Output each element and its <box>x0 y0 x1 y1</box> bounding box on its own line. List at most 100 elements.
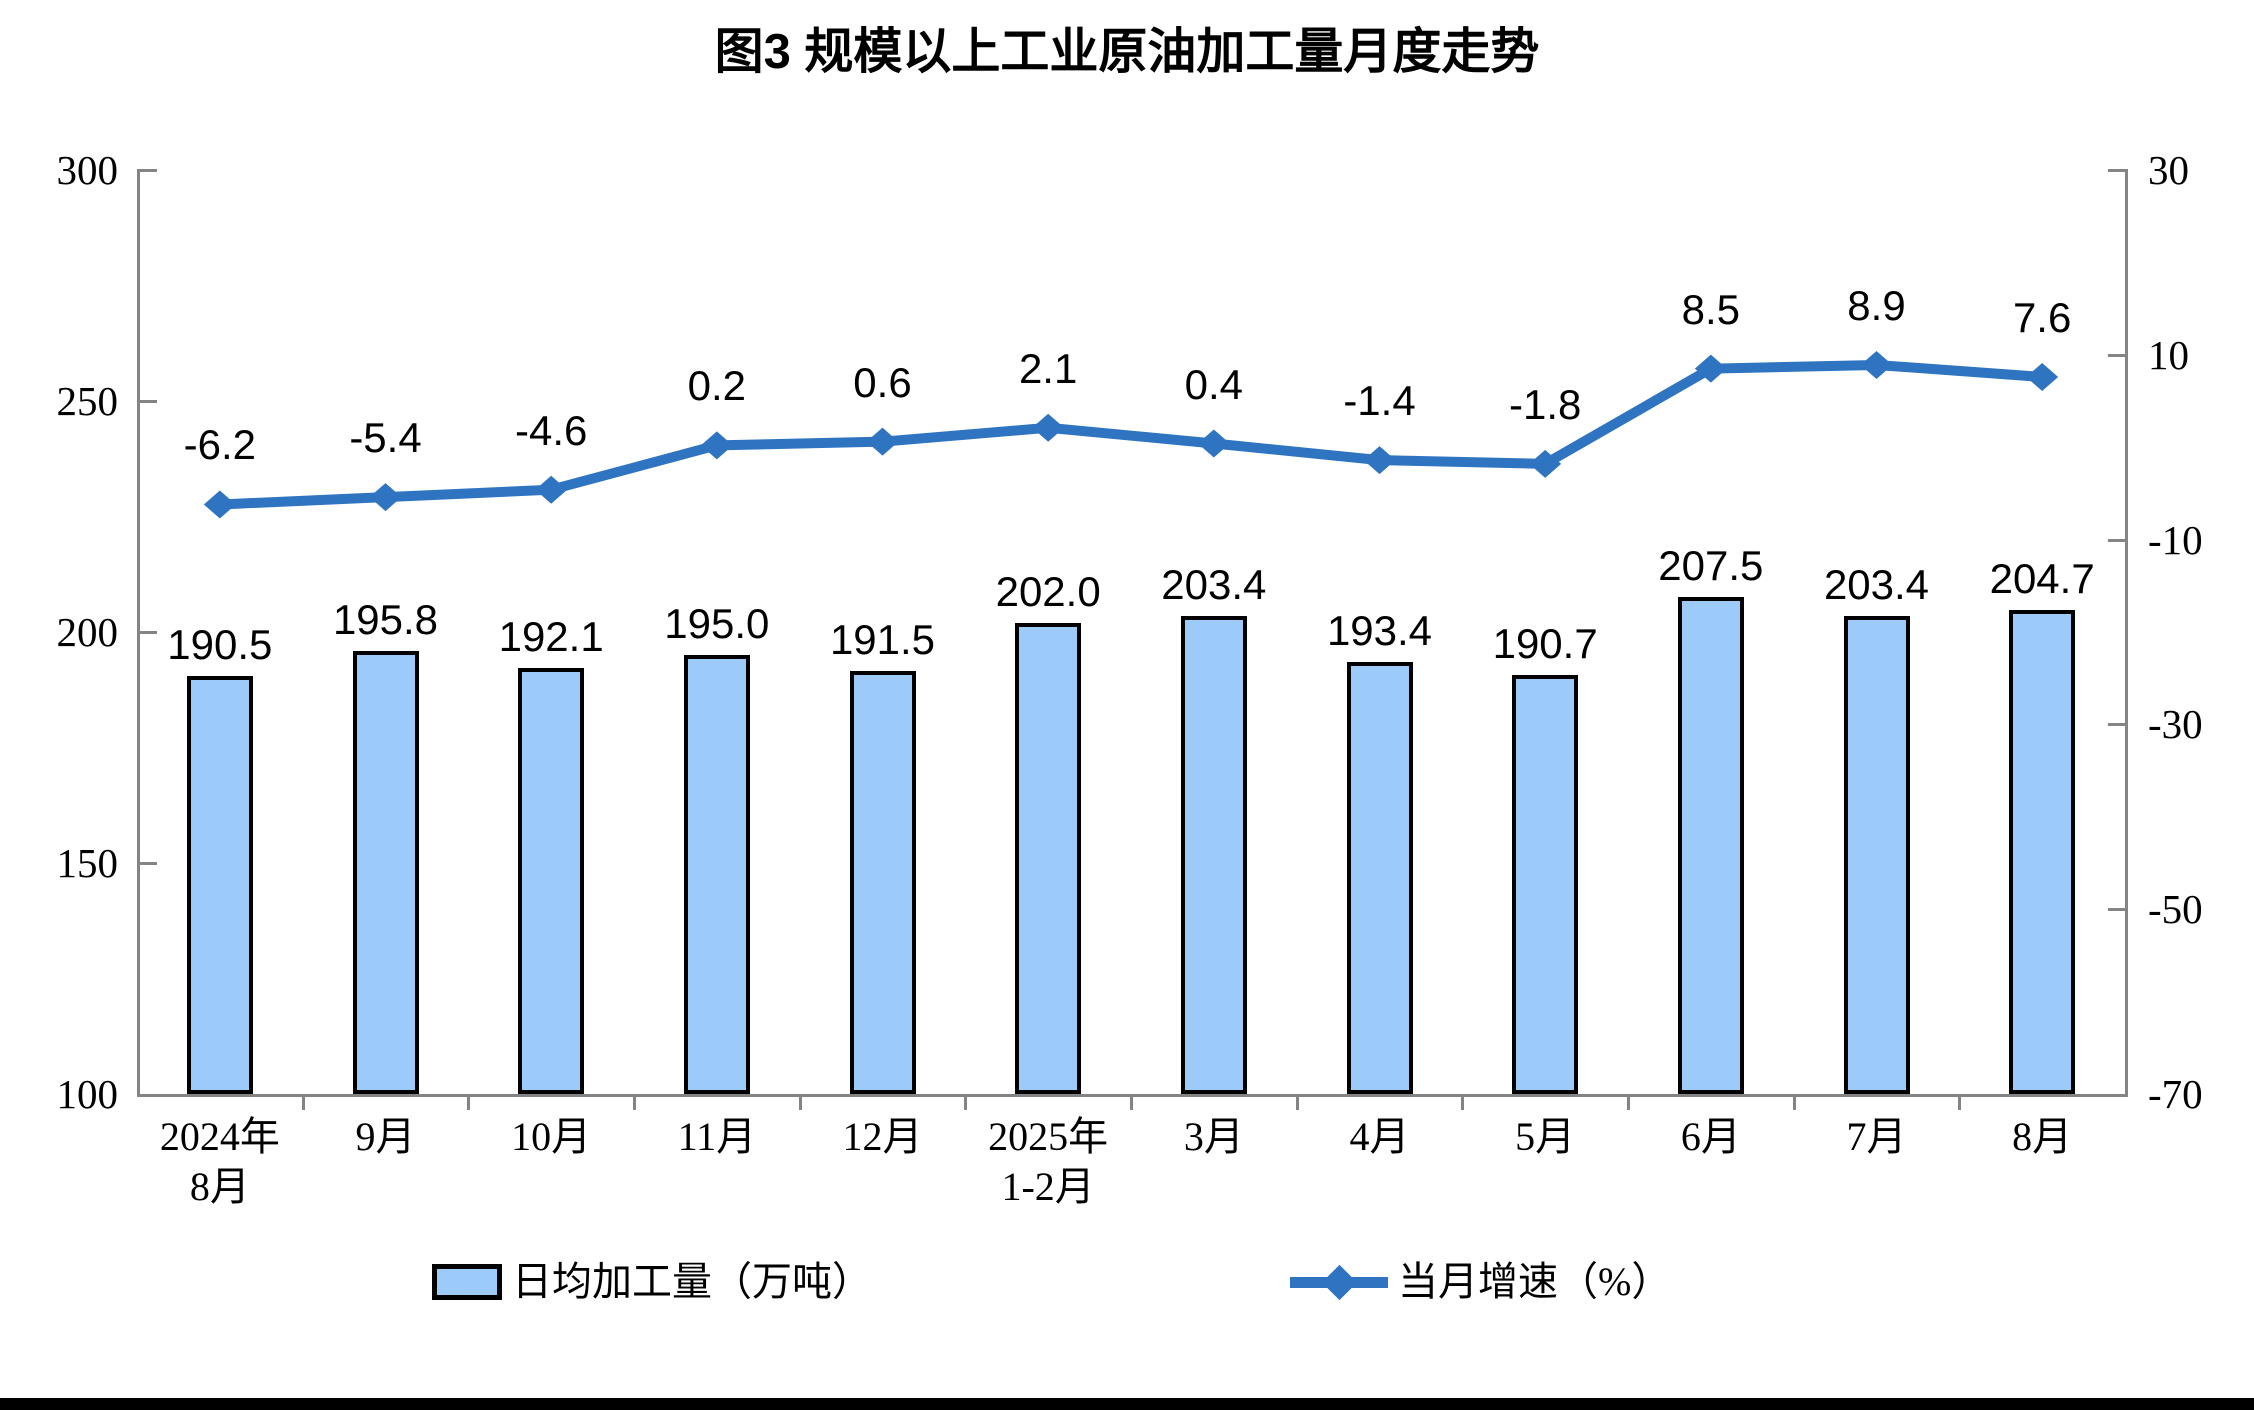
right-axis-tick-mark <box>2108 169 2128 172</box>
x-axis-tick-mark <box>633 1094 636 1110</box>
right-axis-tick-label: -30 <box>2148 701 2203 748</box>
x-axis-label-line: 2025年 <box>988 1114 1109 1159</box>
left-axis-tick-label: 100 <box>56 1071 119 1117</box>
line-legend-swatch <box>1290 1264 1388 1301</box>
growth-line <box>219 359 2043 510</box>
bar-legend-swatch <box>432 1264 502 1300</box>
line-value-label: 8.9 <box>1847 281 1906 329</box>
line-value-label: 7.6 <box>2012 293 2072 341</box>
bar-value-label: 192.1 <box>498 613 604 661</box>
x-axis-label-line: 10月 <box>511 1114 592 1159</box>
right-axis-tick-mark <box>2108 353 2128 357</box>
bar-value-label: 190.7 <box>1492 619 1598 667</box>
line-legend-label: 当月增速（%） <box>1398 1259 1672 1304</box>
bar-value-label: 202.0 <box>995 567 1101 615</box>
line-value-label: -1.4 <box>1343 377 1416 425</box>
diamond-marker-icon <box>203 490 236 519</box>
bar-value-label: 204.7 <box>1989 555 2095 603</box>
bar <box>518 668 585 1094</box>
line-value-label: -4.6 <box>514 406 588 454</box>
line-value-label: 0.4 <box>1184 360 1244 408</box>
x-axis-label: 3月 <box>1094 1112 1334 1162</box>
diamond-marker-icon <box>1529 449 1562 478</box>
bar <box>1843 616 1910 1094</box>
x-axis-label: 10月 <box>431 1112 671 1162</box>
right-axis-tick-mark <box>2108 908 2128 912</box>
x-axis-label: 11月 <box>597 1112 837 1162</box>
diamond-marker-icon <box>1197 429 1230 458</box>
bar <box>1180 616 1247 1094</box>
right-axis-tick-label: 10 <box>2148 331 2189 378</box>
left-axis-tick-label: 150 <box>56 840 119 886</box>
x-axis-label-line: 2024年 <box>159 1114 280 1159</box>
x-axis-tick-mark <box>1295 1094 1299 1110</box>
x-axis-tick-mark <box>301 1094 305 1110</box>
x-axis-label-line: 6月 <box>1680 1114 1741 1159</box>
bottom-border <box>0 1398 2254 1410</box>
bar-value-label: 203.4 <box>1823 561 1930 609</box>
left-axis-tick-label: 250 <box>56 378 119 424</box>
x-axis-label: 5月 <box>1425 1112 1665 1162</box>
diamond-marker-icon <box>1321 1264 1358 1301</box>
bar <box>1677 597 1744 1094</box>
bar-value-label: 190.5 <box>167 620 273 668</box>
diamond-marker-icon <box>1363 446 1396 475</box>
x-axis-label: 6月 <box>1591 1112 1831 1162</box>
diamond-marker-icon <box>535 475 568 504</box>
bar <box>683 655 750 1094</box>
diamond-marker-icon <box>1860 350 1893 379</box>
right-axis-tick-label: 30 <box>2148 147 2189 193</box>
left-axis-tick-mark <box>137 400 157 403</box>
x-axis-label-line: 5月 <box>1515 1114 1576 1159</box>
line-value-label: -5.4 <box>349 414 422 462</box>
line-value-label: 8.5 <box>1681 285 1741 333</box>
x-axis-label: 9月 <box>266 1112 506 1162</box>
diamond-marker-icon <box>1032 413 1065 442</box>
x-axis-tick-mark <box>1792 1094 1796 1110</box>
x-axis-label-line: 8月 <box>189 1164 250 1209</box>
right-axis-tick-mark <box>2108 723 2128 727</box>
bar-value-label: 195.0 <box>664 600 770 648</box>
bar <box>1015 622 1082 1094</box>
x-axis-tick-mark <box>467 1094 471 1110</box>
bar <box>352 651 419 1094</box>
legend-item-line: 当月增速（%） <box>1290 1262 1671 1302</box>
line-value-label: 2.1 <box>1018 344 1078 392</box>
x-axis-label: 4月 <box>1260 1112 1500 1162</box>
x-axis-label-line: 11月 <box>677 1114 757 1159</box>
diamond-marker-icon <box>1694 354 1727 383</box>
diamond-marker-icon <box>369 483 402 512</box>
x-axis-label-line: 4月 <box>1349 1114 1410 1159</box>
x-axis-label-line: 3月 <box>1183 1114 1244 1159</box>
bar <box>1346 662 1413 1094</box>
bar-value-label: 195.8 <box>332 596 439 644</box>
bar-value-label: 207.5 <box>1658 542 1764 590</box>
right-axis-tick-label: -70 <box>2148 1071 2203 1117</box>
diamond-marker-icon <box>2026 362 2059 391</box>
right-axis-tick-mark <box>2108 538 2128 542</box>
bar <box>1512 674 1579 1094</box>
left-axis-tick-mark <box>137 169 157 172</box>
bar-value-label: 203.4 <box>1161 561 1267 609</box>
x-axis-tick-mark <box>964 1094 968 1110</box>
right-axis-tick-label: -10 <box>2148 516 2203 563</box>
line-value-label: 0.2 <box>687 362 747 410</box>
x-axis-tick-mark <box>1958 1094 1962 1110</box>
x-axis-tick-mark <box>1461 1094 1465 1110</box>
bar-value-label: 191.5 <box>829 616 936 664</box>
x-axis-label-line: 9月 <box>355 1114 416 1159</box>
bar <box>849 671 916 1094</box>
bar <box>2009 610 2076 1094</box>
x-axis-tick-mark <box>1627 1094 1630 1110</box>
x-axis-label-line: 1-2月 <box>1001 1164 1095 1209</box>
line-value-label: 0.6 <box>853 358 912 406</box>
diamond-marker-icon <box>866 427 899 456</box>
left-axis-tick-label: 300 <box>56 147 119 193</box>
x-axis-label: 12月 <box>763 1112 1003 1162</box>
line-value-label: -1.8 <box>1508 380 1582 428</box>
x-axis-tick-mark <box>798 1094 802 1110</box>
x-axis-label-line: 12月 <box>842 1114 923 1159</box>
line-value-label: -6.2 <box>183 421 257 469</box>
